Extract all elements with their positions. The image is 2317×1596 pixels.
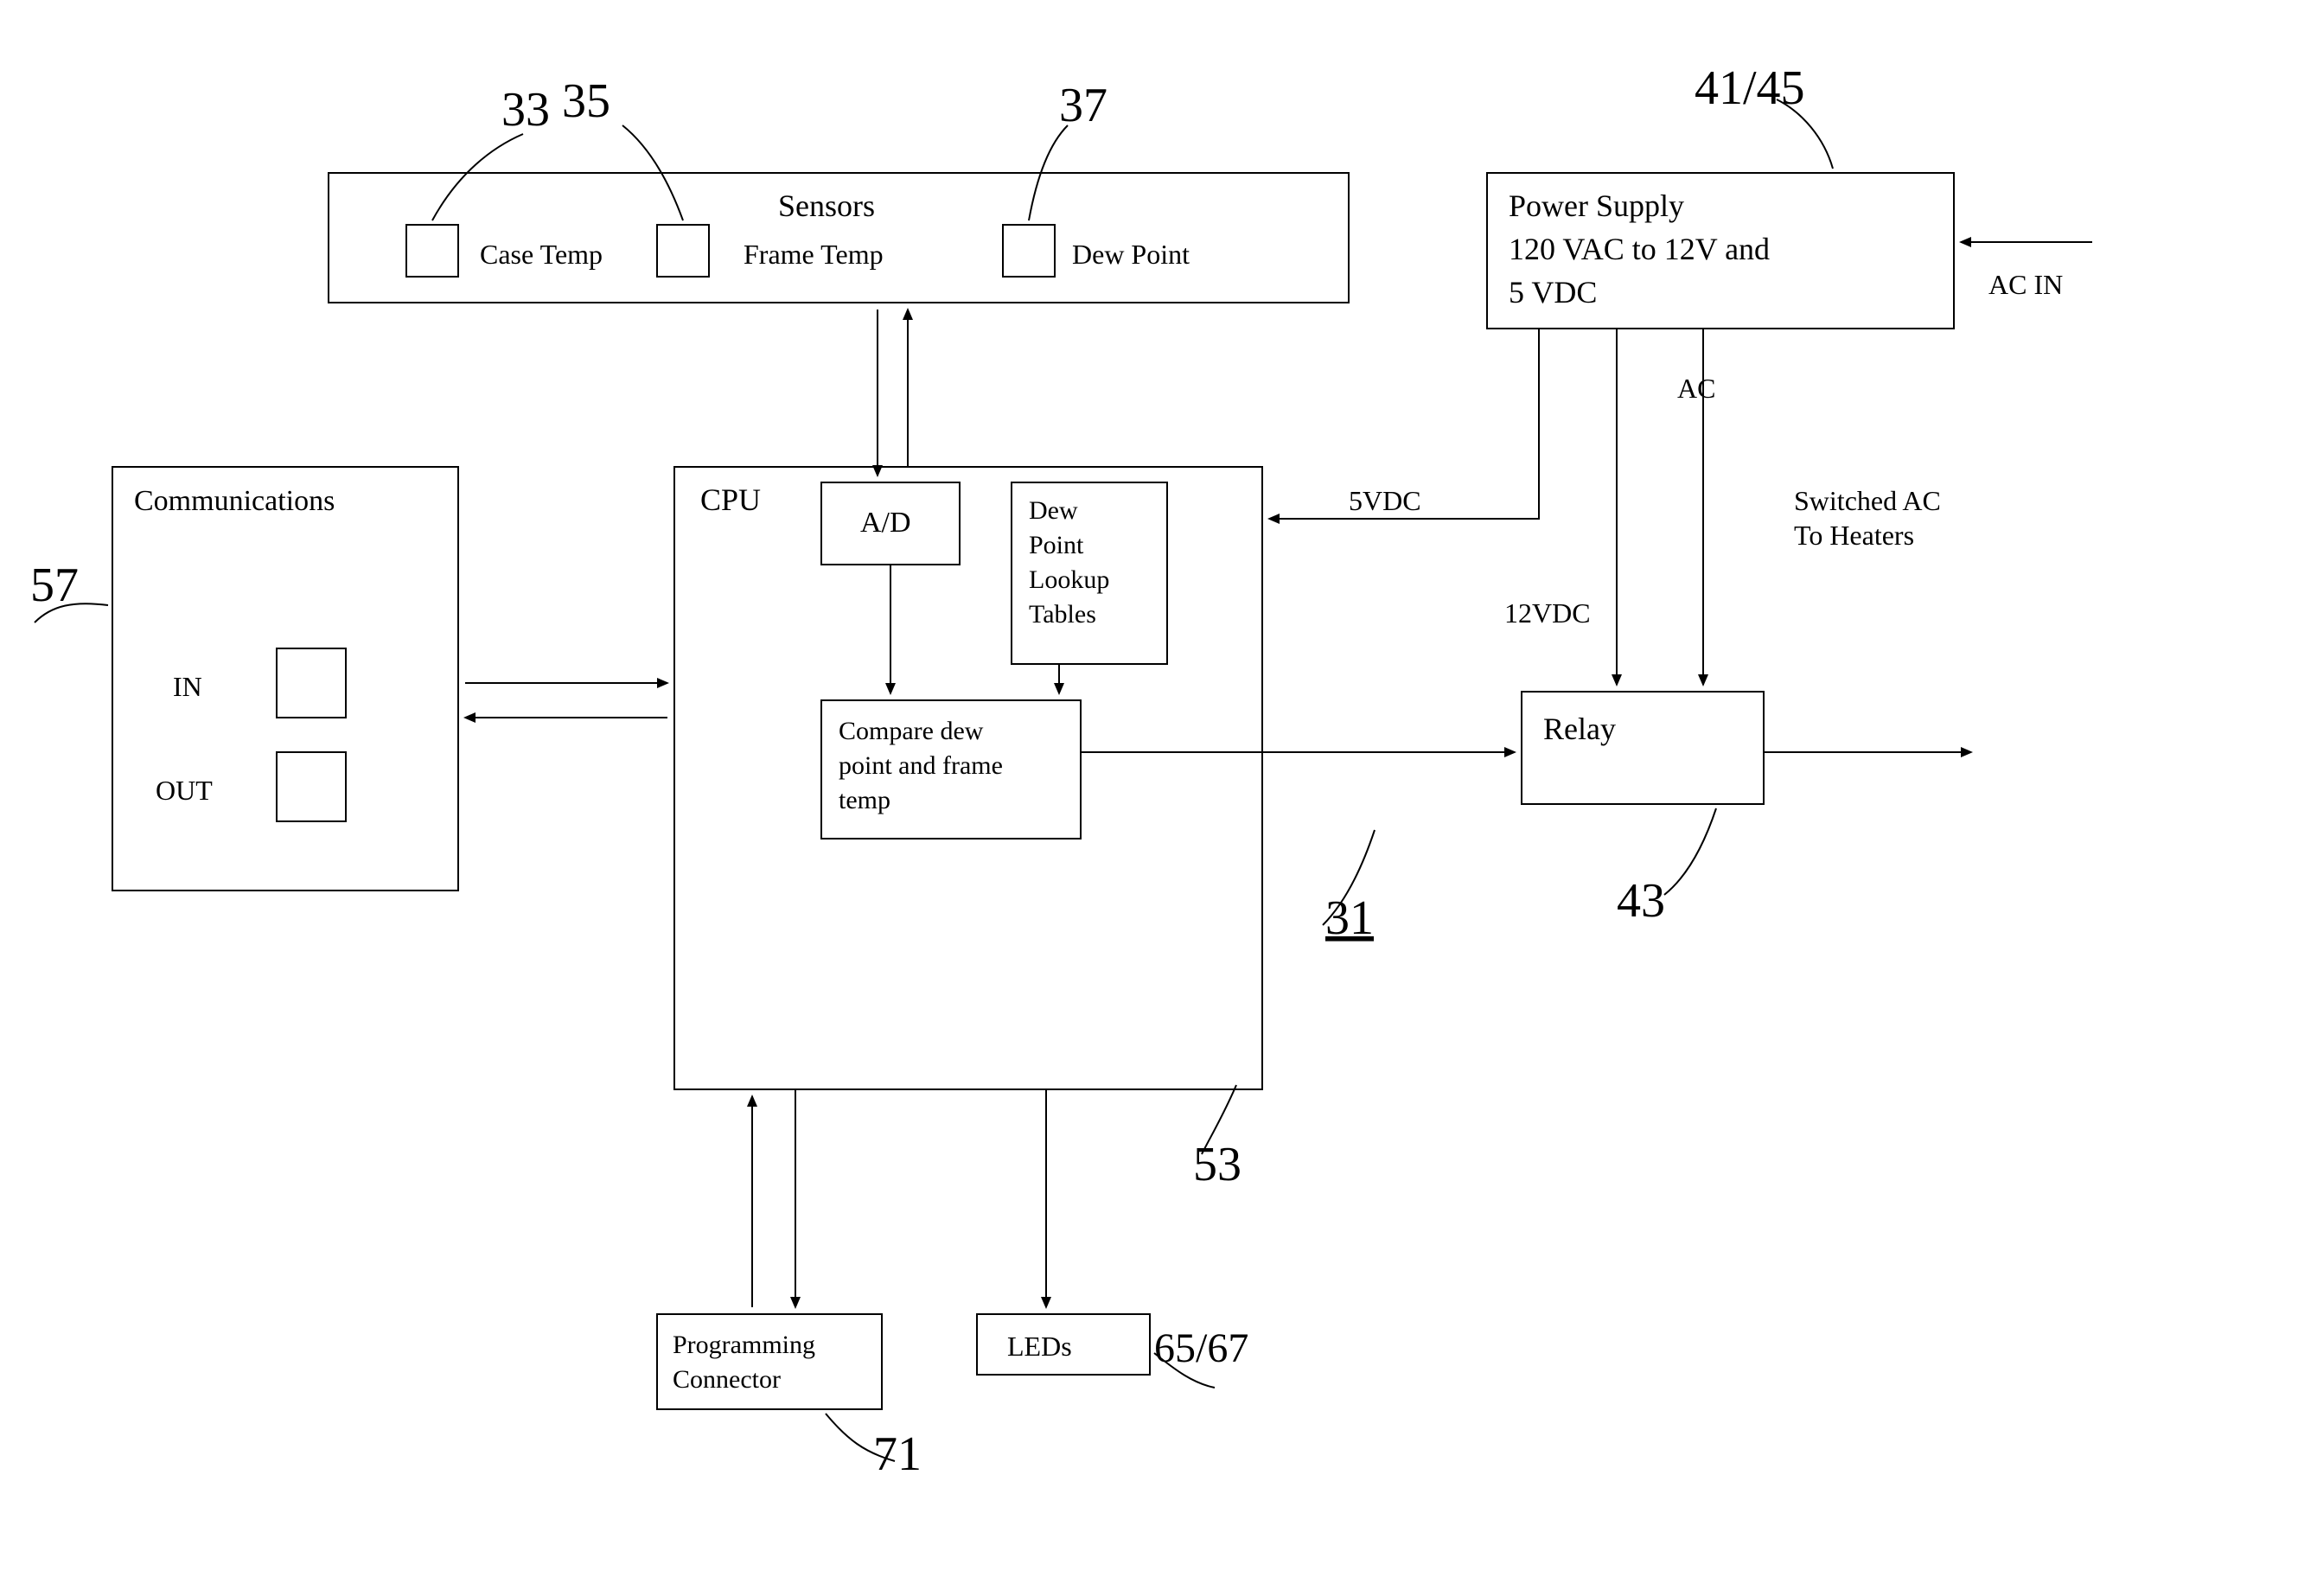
ps-line1: Power Supply [1509, 188, 1684, 223]
dew-point-label: Dew Point [1072, 239, 1190, 270]
comms-block: Communications IN OUT 57 [30, 467, 458, 891]
sensors-block: Sensors Case Temp Frame Temp Dew Point [329, 173, 1349, 303]
switched-ac-l1: Switched AC [1794, 485, 1941, 516]
cmp-l2: point and frame [839, 751, 1003, 780]
ref-43: 43 [1617, 874, 1665, 928]
ref-71: 71 [873, 1427, 922, 1481]
lookup-l1: Dew [1029, 496, 1078, 525]
switched-ac-l2: To Heaters [1794, 520, 1914, 551]
ref-37: 37 [1059, 79, 1107, 132]
five-vdc-label: 5VDC [1349, 485, 1421, 516]
prog-l1: Programming [673, 1331, 815, 1359]
comms-out: OUT [156, 775, 213, 806]
cmp-l3: temp [839, 786, 890, 814]
lookup-l3: Lookup [1029, 565, 1109, 594]
ref-57: 57 [30, 559, 79, 612]
ac-label: AC [1677, 373, 1715, 404]
ps-line3: 5 VDC [1509, 275, 1597, 310]
ref-leds: 65/67 [1154, 1325, 1248, 1371]
ad-label: A/D [860, 507, 911, 539]
relay-block: Relay 43 [1522, 692, 1764, 928]
ref-35: 35 [562, 74, 610, 128]
prog-l2: Connector [673, 1365, 781, 1394]
sensors-title: Sensors [778, 188, 875, 223]
lookup-l4: Tables [1029, 600, 1096, 629]
ps-line2: 120 VAC to 12V and [1509, 232, 1770, 266]
ref-53: 53 [1193, 1138, 1241, 1191]
twelve-vdc-label: 12VDC [1504, 597, 1591, 629]
frame-temp-label: Frame Temp [744, 239, 884, 270]
lookup-l2: Point [1029, 531, 1084, 559]
relay-label: Relay [1543, 712, 1616, 746]
ref-33: 33 [501, 83, 550, 137]
comms-title: Communications [134, 485, 335, 517]
comms-in: IN [173, 671, 202, 702]
ac-in-label: AC IN [1988, 269, 2063, 300]
cmp-l1: Compare dew [839, 717, 984, 745]
cpu-block: CPU A/D Dew Point Lookup Tables Compare … [674, 467, 1262, 1089]
cpu-title: CPU [700, 482, 761, 517]
prog-connector-block: Programming Connector 71 [657, 1314, 922, 1481]
ref-31: 31 [1325, 891, 1374, 945]
leds-block: LEDs 65/67 [977, 1314, 1248, 1388]
power-supply-block: Power Supply 120 VAC to 12V and 5 VDC AC… [1487, 61, 2092, 329]
block-diagram: Sensors Case Temp Frame Temp Dew Point 3… [0, 0, 2317, 1596]
case-temp-label: Case Temp [480, 239, 603, 270]
ref-41-45: 41/45 [1695, 61, 1805, 115]
leds-label: LEDs [1007, 1331, 1072, 1362]
